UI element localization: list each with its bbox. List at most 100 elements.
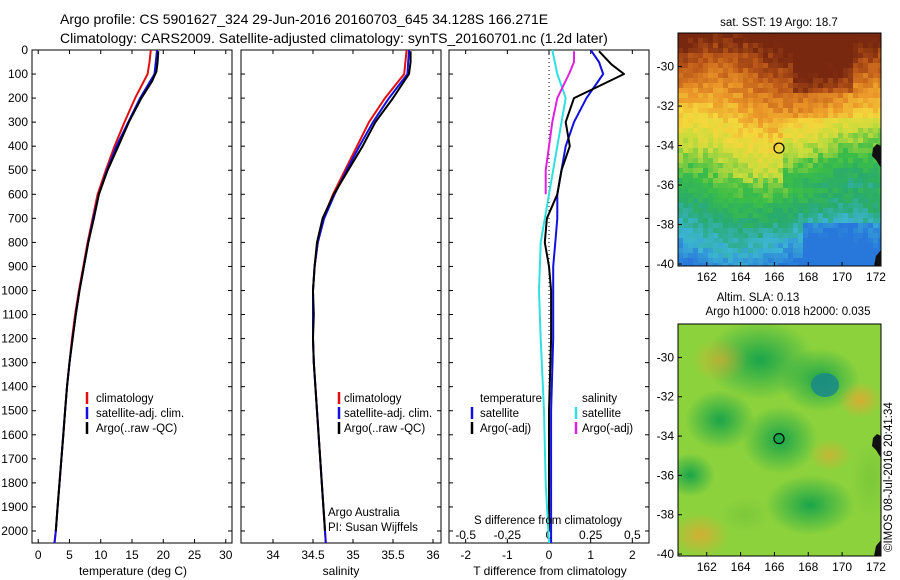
sst-cell: [788, 228, 793, 233]
sst-cell: [808, 178, 813, 183]
sst-cell: [868, 248, 873, 253]
sst-cell: [773, 53, 778, 58]
sst-cell: [753, 208, 758, 213]
sst-cell: [818, 158, 823, 163]
sst-cell: [858, 238, 863, 243]
sst-cell: [678, 198, 683, 203]
sst-cell: [823, 243, 828, 248]
s-difference-tick-label: -0.25: [494, 528, 522, 542]
sst-cell: [823, 183, 828, 188]
sst-cell: [768, 128, 773, 133]
sst-cell: [678, 73, 683, 78]
sst-cell: [678, 78, 683, 83]
sst-cell: [858, 108, 863, 113]
legend-label-t-satellite: satellite: [480, 408, 519, 420]
sst-cell: [723, 33, 728, 38]
sst-cell: [758, 68, 763, 73]
sst-cell: [783, 78, 788, 83]
sst-cell: [773, 178, 778, 183]
sla-argo-marker: [773, 432, 785, 445]
sst-cell: [683, 108, 688, 113]
sst-cell: [698, 193, 703, 198]
sst-cell: [773, 128, 778, 133]
sst-cell: [763, 98, 768, 103]
sst-cell: [743, 258, 748, 263]
sst-cell: [858, 53, 863, 58]
sst-cell: [808, 203, 813, 208]
sst-cell: [788, 78, 793, 83]
sst-cell: [703, 33, 708, 38]
sst-cell: [713, 78, 718, 83]
sst-cell: [773, 113, 778, 118]
sst-cell: [778, 103, 783, 108]
sst-cell: [818, 253, 823, 258]
sst-cell: [868, 243, 873, 248]
sst-cell: [823, 38, 828, 43]
sst-cell: [728, 83, 733, 88]
s-difference-tick-label: -0.5: [455, 528, 476, 542]
sst-cell: [678, 58, 683, 63]
sst-cell: [693, 153, 698, 158]
sst-cell: [723, 123, 728, 128]
sst-cell: [778, 33, 783, 38]
sst-cell: [698, 178, 703, 183]
sst-cell: [858, 248, 863, 253]
sst-cell: [823, 108, 828, 113]
sst-cell: [713, 68, 718, 73]
sst-cell: [858, 193, 863, 198]
sst-cell: [813, 113, 818, 118]
sst-cell: [873, 88, 878, 93]
sst-cell: [708, 168, 713, 173]
sst-cell: [798, 143, 803, 148]
sst-cell: [743, 193, 748, 198]
sst-cell: [843, 258, 848, 263]
sst-cell: [768, 208, 773, 213]
sst-cell: [743, 143, 748, 148]
sst-cell: [788, 163, 793, 168]
sst-cell: [838, 73, 843, 78]
sst-cell: [748, 188, 753, 193]
sst-cell: [758, 173, 763, 178]
sst-cell: [793, 188, 798, 193]
sst-cell: [728, 78, 733, 83]
sst-cell: [693, 133, 698, 138]
sst-cell: [773, 108, 778, 113]
sst-cell: [678, 83, 683, 88]
sst-cell: [803, 233, 808, 238]
sst-cell: [693, 158, 698, 163]
sst-cell: [793, 153, 798, 158]
sst-cell: [698, 208, 703, 213]
sst-cell: [683, 103, 688, 108]
sst-cell: [758, 53, 763, 58]
sst-cell: [793, 248, 798, 253]
sst-cell: [823, 228, 828, 233]
sst-cell: [793, 38, 798, 43]
sst-cell: [878, 128, 881, 133]
sst-cell: [763, 203, 768, 208]
sst-cell: [733, 243, 738, 248]
sst-cell: [733, 58, 738, 63]
sst-cell: [773, 58, 778, 63]
sst-cell: [788, 103, 793, 108]
sst-cell: [688, 43, 693, 48]
sst-cell: [838, 58, 843, 63]
sst-cell: [798, 133, 803, 138]
sst-cell: [858, 168, 863, 173]
sst-cell: [703, 193, 708, 198]
sst-cell: [758, 203, 763, 208]
sst-cell: [878, 183, 881, 188]
sst-cell: [818, 208, 823, 213]
sst-cell: [753, 258, 758, 263]
sst-cell: [698, 258, 703, 263]
sst-cell: [778, 153, 783, 158]
sst-cell: [878, 78, 881, 83]
sst-cell: [748, 243, 753, 248]
sst-cell: [823, 223, 828, 228]
sst-cell: [713, 178, 718, 183]
sst-cell: [728, 263, 733, 266]
sst-cell: [693, 188, 698, 193]
sst-cell: [758, 183, 763, 188]
sst-cell: [818, 128, 823, 133]
sst-cell: [708, 228, 713, 233]
sst-cell: [753, 168, 758, 173]
